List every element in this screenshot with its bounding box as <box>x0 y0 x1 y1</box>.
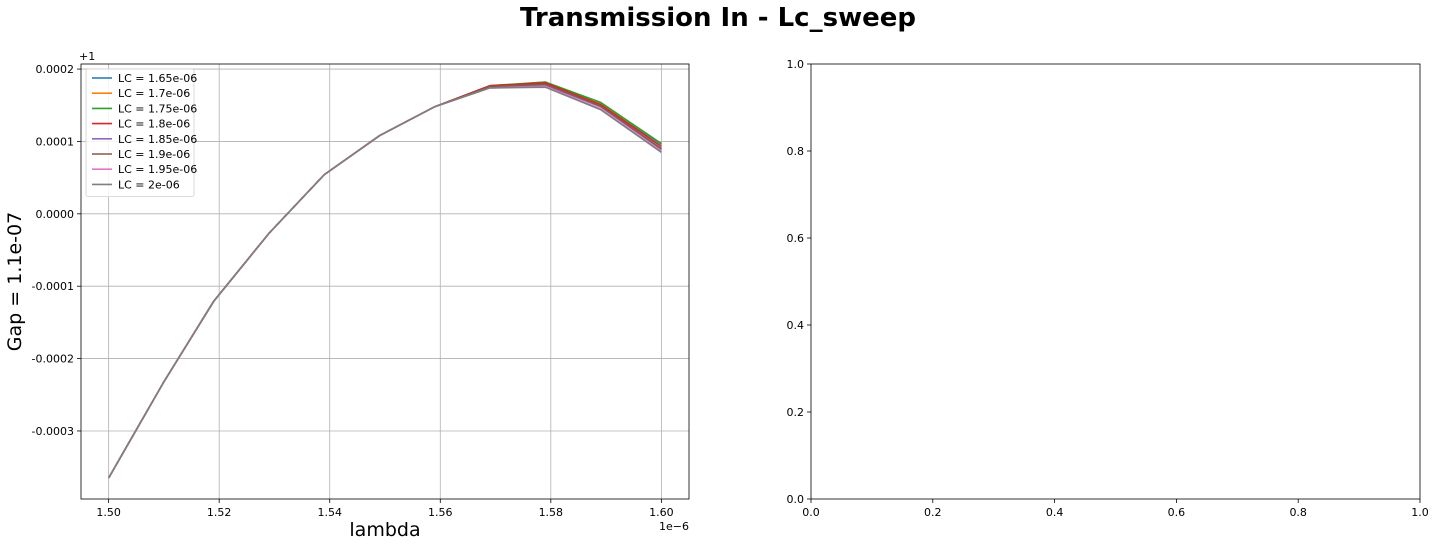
x-tick-label: 1.56 <box>428 506 453 519</box>
legend: LC = 1.65e-06 LC = 1.7e-06 LC = 1.75e-06 LC… <box>85 68 197 197</box>
y-offset-text: +1 <box>79 50 95 63</box>
x-tick-label: 0.6 <box>1168 506 1186 519</box>
y-tick-label: -0.0002 <box>32 353 74 366</box>
left-axes: 1.50 1.52 1.54 1.56 1.58 1.60 -0.0003 -0.0002 -0… <box>4 50 690 541</box>
x-offset-text: 1e−6 <box>659 520 689 533</box>
y-tick-label: 1.0 <box>787 58 805 71</box>
y-tick-label: -0.0001 <box>32 280 74 293</box>
legend-entry: LC = 2e-06 <box>118 178 180 191</box>
x-tick-label: 0.2 <box>924 506 942 519</box>
x-tick-label: 1.50 <box>96 506 121 519</box>
x-tick-label: 1.0 <box>1411 506 1429 519</box>
axes-frame <box>80 63 690 500</box>
legend-entry: LC = 1.85e-06 <box>118 133 197 146</box>
x-tick-label: 1.60 <box>649 506 674 519</box>
y-tick-label: 0.4 <box>787 319 805 332</box>
y-tick-label: 0.2 <box>787 406 805 419</box>
legend-entry: LC = 1.75e-06 <box>118 102 197 115</box>
right-axes: 0.0 0.2 0.4 0.6 0.8 1.0 0.0 0.2 0.4 0.6 0.8 1.0 <box>787 58 1429 519</box>
y-tick-label: 0.8 <box>787 145 805 158</box>
y-tick-label: -0.0003 <box>32 425 74 438</box>
legend-box <box>85 68 195 197</box>
axes-frame <box>810 63 1421 500</box>
x-tick-label: 1.52 <box>207 506 232 519</box>
x-tick-label: 1.58 <box>539 506 564 519</box>
y-axis-label: Gap = 1.1e-07 <box>4 212 26 351</box>
y-tick-label: 0.0000 <box>36 208 75 221</box>
y-tick-label: 0.6 <box>787 232 805 245</box>
legend-entry: LC = 1.65e-06 <box>118 72 197 85</box>
y-tick-label: 0.0002 <box>36 63 75 76</box>
figure-title: Transmission In - Lc_sweep <box>520 3 916 33</box>
y-tick-label: 0.0 <box>787 493 805 506</box>
x-tick-label: 0.0 <box>802 506 820 519</box>
legend-entry: LC = 1.9e-06 <box>118 148 190 161</box>
x-tick-label: 1.54 <box>317 506 342 519</box>
x-tick-label: 0.8 <box>1289 506 1307 519</box>
legend-entry: LC = 1.7e-06 <box>118 87 190 100</box>
legend-entry: LC = 1.95e-06 <box>118 163 197 176</box>
y-tick-label: 0.0001 <box>36 135 75 148</box>
x-tick-label: 0.4 <box>1046 506 1064 519</box>
series-line <box>107 86 662 479</box>
legend-entry: LC = 1.8e-06 <box>118 118 190 131</box>
x-axis-label: lambda <box>349 519 420 541</box>
